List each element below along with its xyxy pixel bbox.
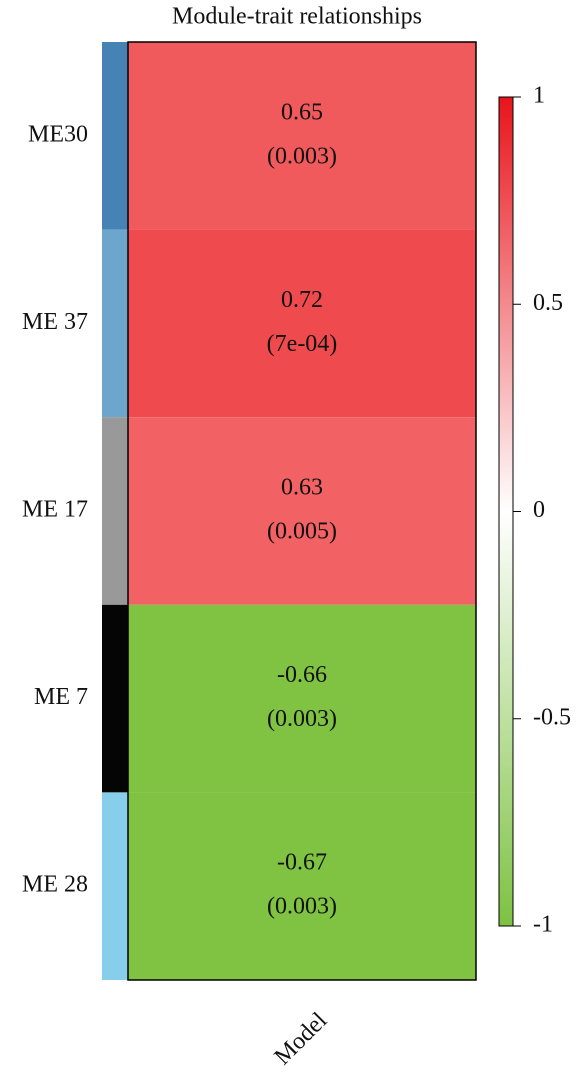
cell-pvalue: (0.003) bbox=[267, 706, 337, 732]
cell-value: 0.72 bbox=[281, 287, 323, 313]
colorbar-tick-label: -1 bbox=[533, 912, 553, 938]
row-label: ME30 bbox=[28, 121, 88, 147]
heatmap-cell bbox=[128, 42, 476, 230]
cell-value: -0.67 bbox=[277, 850, 327, 876]
heatmap-cell bbox=[128, 792, 476, 980]
x-tick-label: Model bbox=[270, 1007, 333, 1070]
colorbar bbox=[498, 96, 514, 927]
colorbar-tick-label: -0.5 bbox=[533, 704, 571, 730]
cell-value: 0.63 bbox=[281, 475, 323, 501]
heatmap-cell bbox=[128, 229, 476, 418]
row-label: ME 37 bbox=[22, 309, 88, 335]
row-label: ME 28 bbox=[22, 872, 88, 898]
row-label: ME 17 bbox=[22, 497, 88, 523]
module-color bbox=[102, 792, 128, 980]
cell-pvalue: (0.003) bbox=[267, 894, 337, 920]
heatmap-cell bbox=[128, 604, 476, 793]
module-color bbox=[102, 42, 128, 230]
module-color bbox=[102, 604, 128, 793]
chart-title: Module-trait relationships bbox=[172, 4, 422, 30]
cell-pvalue: (7e-04) bbox=[267, 331, 338, 357]
cell-value: 0.65 bbox=[281, 99, 323, 125]
row-label: ME 7 bbox=[34, 684, 88, 710]
colorbar-tick-label: 0.5 bbox=[533, 290, 563, 316]
cell-pvalue: (0.005) bbox=[267, 519, 337, 545]
module-color bbox=[102, 417, 128, 605]
heatmap-cell bbox=[128, 417, 476, 605]
module-color bbox=[102, 229, 128, 418]
colorbar-tick-label: 1 bbox=[533, 83, 545, 109]
colorbar-tick-label: 0 bbox=[533, 497, 545, 523]
cell-pvalue: (0.003) bbox=[267, 143, 337, 169]
cell-value: -0.66 bbox=[277, 662, 327, 688]
heatmap-border bbox=[127, 41, 477, 981]
